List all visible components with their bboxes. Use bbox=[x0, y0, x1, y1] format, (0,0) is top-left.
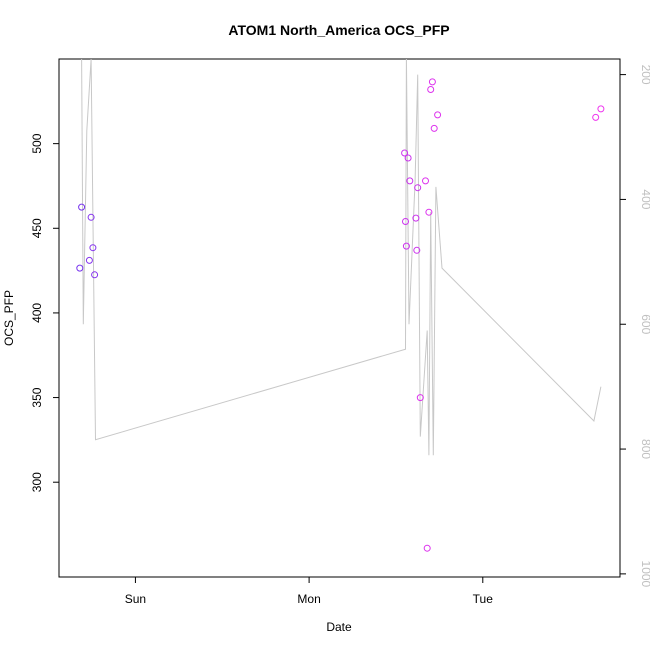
data-point-7 bbox=[402, 218, 409, 225]
data-point-2 bbox=[85, 256, 93, 264]
x-axis: Sun Mon Tue bbox=[125, 577, 493, 606]
y-tick-label-4: 500 bbox=[30, 133, 44, 153]
y2-tick-label-0: 200 bbox=[639, 65, 650, 85]
x-axis-label: Date bbox=[326, 620, 352, 634]
data-point-18 bbox=[427, 86, 435, 93]
data-point-15 bbox=[422, 177, 429, 185]
data-point-1 bbox=[78, 203, 86, 211]
data-point-10 bbox=[406, 177, 414, 185]
data-point-19 bbox=[428, 78, 436, 86]
data-point-13 bbox=[414, 184, 422, 192]
data-point-22 bbox=[592, 113, 600, 121]
data-point-17 bbox=[425, 208, 433, 216]
y-tick-label-0: 300 bbox=[30, 472, 44, 492]
data-point-4 bbox=[89, 244, 97, 252]
y-tick-label-1: 350 bbox=[30, 387, 44, 407]
series-line-1 bbox=[81, 59, 602, 456]
data-point-0 bbox=[76, 264, 84, 272]
chart-title: ATOM1 North_America OCS_PFP bbox=[228, 22, 449, 38]
y-axis: 300 350 400 450 500 bbox=[30, 133, 59, 492]
x-tick-label-1: Mon bbox=[297, 592, 320, 606]
y-tick-label-3: 450 bbox=[30, 218, 44, 238]
y2-tick-label-3: 800 bbox=[639, 439, 650, 459]
y2-tick-label-2: 600 bbox=[639, 314, 650, 334]
data-point-8 bbox=[402, 242, 410, 250]
data-point-9 bbox=[404, 154, 412, 162]
data-point-11 bbox=[412, 214, 420, 222]
x-tick-label-0: Sun bbox=[125, 592, 146, 606]
data-point-16 bbox=[423, 544, 431, 552]
plot-frame bbox=[58, 58, 621, 578]
y-tick-label-2: 400 bbox=[30, 303, 44, 323]
y2-axis: 200 400 600 800 1000 bbox=[620, 65, 650, 588]
data-point-23 bbox=[597, 105, 605, 113]
points-layer bbox=[76, 78, 605, 552]
y-axis-label: OCS_PFP bbox=[2, 290, 16, 346]
data-point-6 bbox=[401, 149, 409, 157]
data-point-5 bbox=[91, 271, 99, 279]
data-point-12 bbox=[413, 246, 421, 254]
data-point-21 bbox=[434, 111, 442, 119]
y2-tick-label-1: 400 bbox=[639, 189, 650, 209]
data-point-3 bbox=[87, 213, 95, 221]
data-point-14 bbox=[416, 394, 424, 402]
line-layer bbox=[81, 59, 602, 456]
x-tick-label-2: Tue bbox=[473, 592, 494, 606]
data-point-20 bbox=[430, 124, 438, 132]
y2-tick-label-4: 1000 bbox=[639, 561, 650, 588]
